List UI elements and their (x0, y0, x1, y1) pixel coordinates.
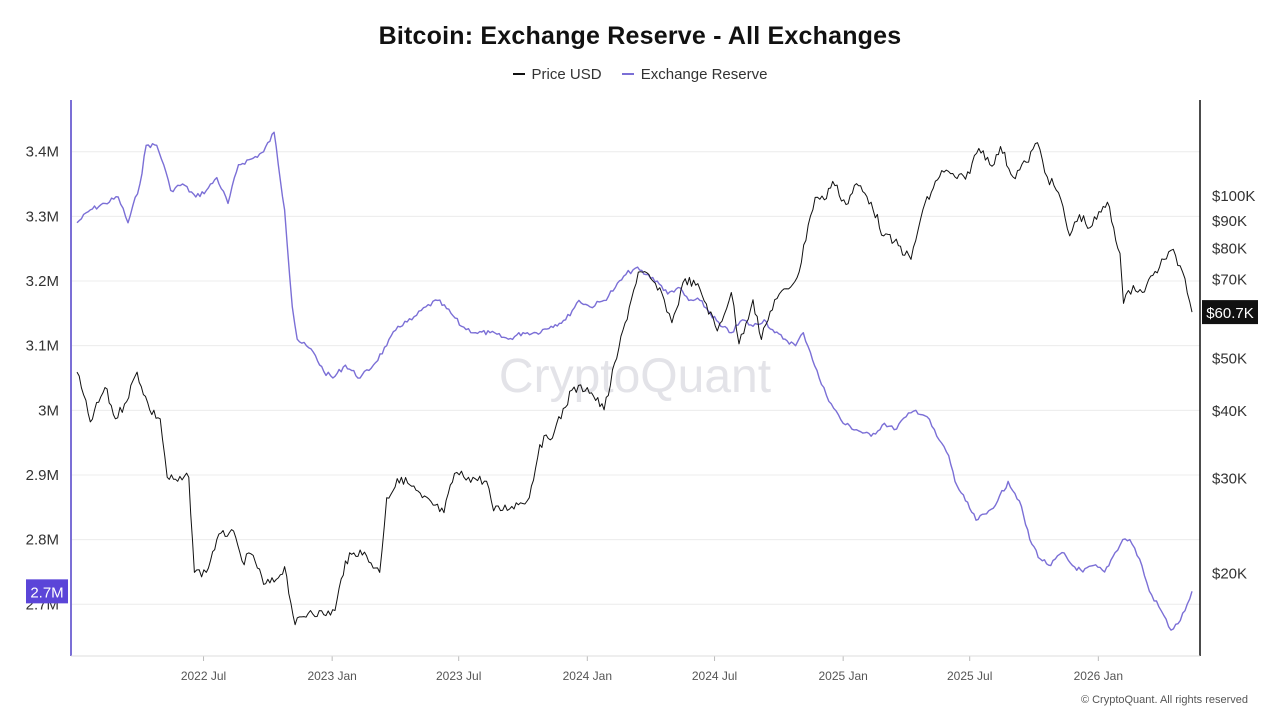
x-tick-label: 2025 Jul (947, 669, 992, 683)
series-layer (76, 131, 1193, 631)
axes (70, 100, 1201, 661)
legend-label-price: Price USD (531, 65, 602, 83)
price-current-badge (1202, 300, 1258, 325)
x-tick-label: 2025 Jan (818, 669, 867, 683)
y-left-tick-label: 3.1M (26, 338, 59, 355)
y-left-tick-label: 3.4M (26, 144, 59, 161)
reserve-current-badge-label: 2.7M (30, 584, 63, 601)
watermark-text: CryptoQuant (499, 350, 771, 403)
x-tick-label: 2026 Jan (1074, 669, 1123, 683)
series-line-exchange-reserve (76, 131, 1193, 631)
legend-item-reserve[interactable]: Exchange Reserve (621, 65, 768, 83)
y-right-tick-label: $90K (1212, 213, 1247, 230)
y-right-tick-label: $20K (1212, 565, 1247, 582)
y-left-tick-label: 2.9M (26, 467, 59, 484)
y-left-tick-label: 3M (38, 402, 59, 419)
y-right-tick-label: $70K (1212, 272, 1247, 289)
y-right-tick-label: $80K (1212, 240, 1247, 257)
legend-label-reserve: Exchange Reserve (640, 65, 768, 83)
y-right-tick-label: $30K (1212, 470, 1247, 487)
y-left-tick-label: 2.8M (26, 532, 59, 549)
copyright-footer: © CryptoQuant. All rights reserved (1080, 694, 1248, 706)
x-tick-label: 2024 Jan (563, 669, 612, 683)
legend-swatch-reserve (621, 73, 634, 75)
chart-title: Bitcoin: Exchange Reserve - All Exchange… (378, 22, 902, 50)
legend-item-price[interactable]: Price USD (512, 65, 602, 83)
y-right-tick-label: $50K (1212, 351, 1247, 368)
grid-lines (71, 151, 1200, 605)
value-badges: 2.7M $60.7K (26, 300, 1258, 604)
tick-labels: 2.7M 2.8M 2.9M 3M 3.1M 3.2M 3.3M 3.4M $20K $30K $4… (26, 144, 1256, 683)
legend-swatch-price (512, 73, 525, 75)
y-right-tick-label: $100K (1212, 188, 1255, 205)
reserve-current-badge (26, 579, 68, 604)
chart-legend: Price USD Exchange Reserve (0, 62, 1280, 83)
y-right-tick-label: $40K (1212, 403, 1247, 420)
y-left-tick-label: 3.3M (26, 208, 59, 225)
x-tick-label: 2023 Jul (436, 669, 481, 683)
x-tick-label: 2022 Jul (181, 669, 226, 683)
x-tick-label: 2023 Jan (307, 669, 356, 683)
y-left-tick-label: 3.2M (26, 273, 59, 290)
series-line-price-usd (76, 142, 1193, 626)
price-current-badge-label: $60.7K (1206, 305, 1254, 322)
x-tick-label: 2024 Jul (692, 669, 737, 683)
